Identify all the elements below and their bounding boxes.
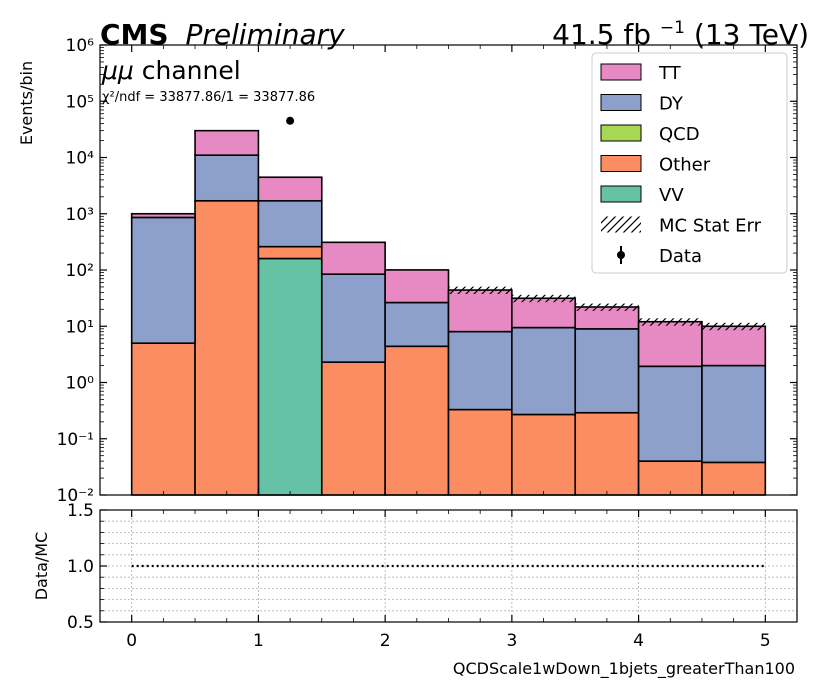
y-tick-label: 10¹: [66, 317, 94, 337]
x-tick-label: 3: [506, 631, 517, 651]
x-tick-label: 0: [126, 631, 137, 651]
legend-swatch-qcd: [600, 124, 642, 142]
bar-vv-bin-2: [257, 257, 323, 496]
bar-dy-bin-5: [447, 330, 513, 411]
x-tick-label: 4: [633, 631, 644, 651]
legend-label-qcd: QCD: [659, 124, 700, 145]
bar-dy-bin-3: [320, 273, 386, 363]
bar-other-bin-8: [637, 460, 703, 496]
bar-dy-bin-6: [511, 326, 577, 416]
main-plot-panel: 10⁻² 10⁻¹ 10⁰ 10¹ 10² 10³ 10⁴ 10⁵ 10⁶: [57, 36, 798, 506]
legend-swatch-mc-stat-err: [601, 216, 641, 233]
bar-tt-bin-5: [447, 289, 513, 333]
bar-tt-bin-6: [511, 297, 577, 329]
ratio-tick-label: 0.5: [67, 613, 94, 633]
ratio-tick-label: 1.0: [67, 557, 94, 577]
legend-swatch-other: [600, 155, 642, 172]
x-tick-label: 5: [760, 631, 771, 651]
bar-tt-bin-3: [320, 241, 386, 275]
y-tick-label: 10⁵: [66, 92, 94, 112]
bar-dy-bin-8: [637, 365, 703, 462]
data-point-0: [286, 116, 295, 125]
bar-other-bin-1: [194, 199, 260, 496]
y-tick-label: 10⁴: [66, 149, 95, 169]
bar-other-bin-3: [320, 361, 386, 496]
y-tick-label: 10⁶: [66, 36, 95, 56]
y-tick-label: 10⁰: [66, 374, 95, 394]
y-tick-label: 10³: [66, 205, 94, 225]
legend-label-tt: TT: [658, 63, 682, 84]
mc-stat-error-band: [448, 286, 766, 331]
bar-other-bin-6: [511, 413, 577, 496]
stat-error-bin-8: [638, 318, 702, 326]
bar-tt-bin-9: [701, 325, 767, 367]
bar-other-bin-7: [574, 411, 640, 496]
legend-label-data: Data: [659, 246, 702, 267]
bar-tt-bin-2: [257, 176, 323, 202]
ratio-plot-panel: 0.5 1.0 1.5: [67, 501, 798, 633]
y-tick-label: 10²: [66, 261, 94, 281]
channel-mu: μμ: [101, 56, 134, 85]
channel-rest: channel: [142, 56, 241, 85]
bar-tt-bin-1: [194, 129, 260, 156]
y-tick-label: 10⁻²: [57, 486, 94, 506]
status-label: Preliminary: [185, 18, 345, 51]
stacked-histogram: [130, 129, 767, 496]
bar-dy-bin-9: [701, 364, 767, 464]
legend-marker-data: [617, 251, 625, 259]
ratio-y-axis-title: Data/MC: [32, 532, 51, 601]
legend: TT DY QCD Other VV MC Stat Err Data: [591, 52, 788, 274]
energy-label: (13 TeV): [694, 18, 809, 51]
chi2-label: χ²/ndf = 33877.86/1 = 33877.86: [102, 90, 315, 105]
x-tick-label: 1: [253, 631, 264, 651]
legend-swatch-tt: [600, 63, 642, 81]
bar-other-bin-5: [447, 408, 513, 496]
cms-label: CMS Preliminary: [100, 18, 345, 51]
experiment-name: CMS: [100, 18, 169, 51]
bar-dy-bin-0: [130, 216, 196, 344]
stat-error-bin-5: [448, 286, 512, 295]
bar-tt-bin-0: [130, 212, 196, 219]
bar-other-bin-2: [257, 245, 323, 260]
lumi-exponent: −1: [660, 18, 685, 38]
bar-tt-bin-8: [637, 320, 703, 368]
ratio-y-ticks: 0.5 1.0 1.5: [67, 501, 107, 633]
stat-error-bin-6: [511, 294, 576, 303]
bar-other-bin-9: [701, 461, 767, 496]
legend-label-dy: DY: [659, 94, 684, 115]
legend-swatch-vv: [600, 185, 642, 203]
legend-label-mc-stat-err: MC Stat Err: [659, 216, 762, 237]
y-tick-label: 10⁻¹: [57, 430, 94, 450]
bar-dy-bin-2: [257, 199, 323, 248]
bar-dy-bin-7: [574, 328, 640, 414]
stat-error-bin-7: [575, 303, 639, 311]
legend-swatch-dy: [600, 94, 642, 111]
bar-tt-bin-4: [384, 269, 450, 304]
y-axis-title: Events/bin: [17, 61, 36, 145]
ratio-tick-label: 1.5: [67, 501, 94, 521]
bar-dy-bin-1: [194, 154, 260, 202]
legend-label-vv: VV: [659, 185, 684, 206]
bar-other-bin-4: [384, 345, 450, 496]
x-axis-title: QCDScale1wDown_1bjets_greaterThan100: [453, 659, 795, 679]
x-axis-ticks: 0 1 2 3 4 5: [99, 45, 798, 651]
stat-error-bin-9: [701, 322, 766, 331]
lumi-value: 41.5 fb: [552, 18, 651, 51]
channel-label: μμ channel: [101, 56, 241, 85]
legend-label-other: Other: [659, 155, 711, 176]
data-points: [286, 116, 295, 125]
bar-dy-bin-4: [384, 301, 450, 348]
x-tick-label: 2: [380, 631, 391, 651]
bar-other-bin-0: [130, 342, 196, 496]
